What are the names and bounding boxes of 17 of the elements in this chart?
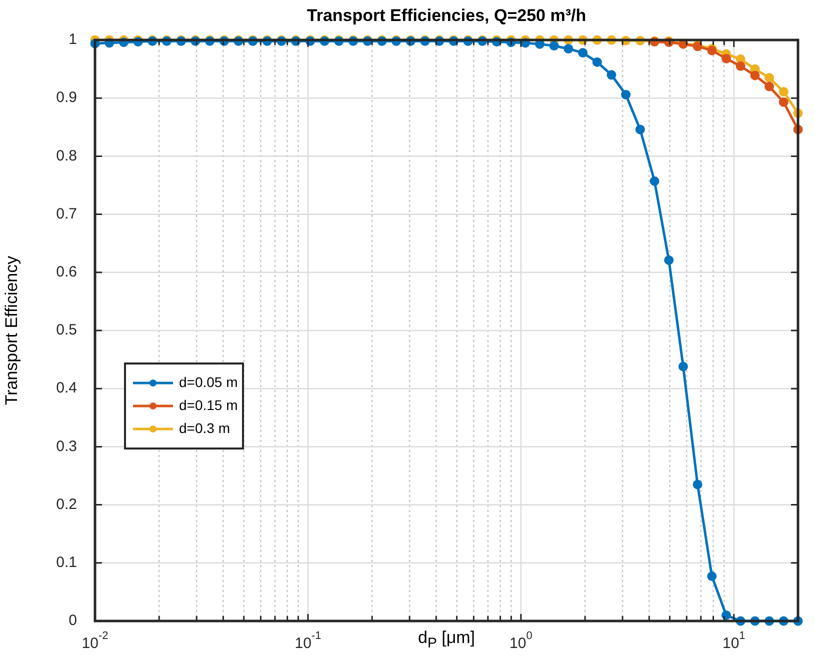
y-tick-label: 0.3	[56, 438, 77, 455]
legend-label: d=0.05 m	[179, 374, 238, 390]
y-tick-label: 0.8	[56, 147, 77, 164]
chart-title: Transport Efficiencies, Q=250 m³/h	[306, 6, 588, 26]
legend-label: d=0.3 m	[179, 420, 230, 436]
x-axis-title: d$_{P}$ [μm]	[418, 628, 476, 652]
y-axis-title: Transport Efficiency	[2, 255, 21, 406]
y-tick-label: 0.6	[56, 264, 77, 281]
y-tick-label: 1	[68, 31, 77, 48]
y-tick-label: 0.9	[56, 89, 77, 106]
y-tick-label: 0.1	[56, 554, 77, 572]
y-tick-label: 0	[68, 612, 77, 630]
y-tick-label: 0.5	[56, 322, 77, 339]
y-tick-label: 0.2	[56, 496, 77, 513]
legend-label: d=0.15 m	[179, 396, 238, 413]
y-tick-label: 0.4	[56, 380, 77, 397]
y-tick-label: 0.7	[56, 205, 77, 222]
